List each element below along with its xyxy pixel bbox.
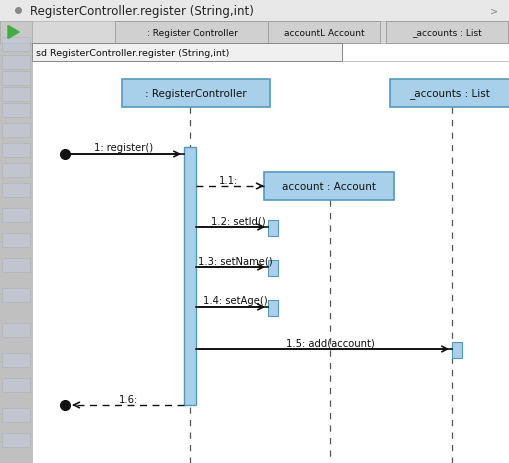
- Text: _accounts : List: _accounts : List: [409, 88, 490, 99]
- Bar: [267, 300, 277, 316]
- Bar: [2, 163, 30, 178]
- Bar: [267, 260, 277, 276]
- Bar: [0, 0, 509, 22]
- Bar: [2, 288, 30, 303]
- Text: 1.3: setName(): 1.3: setName(): [197, 256, 272, 265]
- Bar: [2, 143, 30, 158]
- Bar: [32, 44, 342, 62]
- Text: 1.2: setId(): 1.2: setId(): [210, 216, 265, 225]
- Bar: [2, 378, 30, 393]
- Text: sd RegisterController.register (String,int): sd RegisterController.register (String,i…: [36, 49, 229, 57]
- Text: 1.4: setAge(): 1.4: setAge(): [202, 295, 267, 305]
- Text: : RegisterController: : RegisterController: [145, 89, 246, 99]
- Bar: [2, 258, 30, 273]
- Text: 1.6:: 1.6:: [118, 394, 137, 404]
- Bar: [389, 80, 509, 108]
- Bar: [2, 103, 30, 118]
- Bar: [184, 148, 195, 405]
- Bar: [385, 22, 507, 44]
- Bar: [122, 80, 269, 108]
- Text: 1.1:: 1.1:: [218, 175, 237, 186]
- Text: account : Account: account : Account: [281, 181, 375, 192]
- Bar: [2, 208, 30, 223]
- Text: : Register Controller: : Register Controller: [146, 28, 237, 38]
- Bar: [267, 220, 277, 237]
- Bar: [2, 407, 30, 422]
- Text: >: >: [489, 6, 497, 16]
- Bar: [267, 22, 379, 44]
- Bar: [115, 22, 268, 44]
- Bar: [2, 323, 30, 338]
- Bar: [2, 432, 30, 447]
- Bar: [0, 0, 32, 463]
- Text: _accounts : List: _accounts : List: [411, 28, 481, 38]
- Bar: [2, 88, 30, 102]
- Bar: [2, 183, 30, 198]
- Bar: [2, 71, 30, 86]
- Bar: [2, 233, 30, 248]
- Bar: [32, 22, 509, 44]
- Bar: [2, 123, 30, 138]
- Text: 1: register(): 1: register(): [94, 143, 153, 153]
- Bar: [2, 353, 30, 368]
- Bar: [0, 22, 32, 44]
- Bar: [32, 62, 509, 463]
- Polygon shape: [8, 26, 19, 39]
- Bar: [451, 342, 461, 358]
- Text: accountL Account: accountL Account: [283, 28, 363, 38]
- Bar: [2, 56, 30, 70]
- Bar: [2, 38, 30, 52]
- Bar: [264, 173, 393, 200]
- Text: 1.5: add(account): 1.5: add(account): [285, 337, 374, 347]
- Text: RegisterController.register (String,int): RegisterController.register (String,int): [30, 5, 253, 18]
